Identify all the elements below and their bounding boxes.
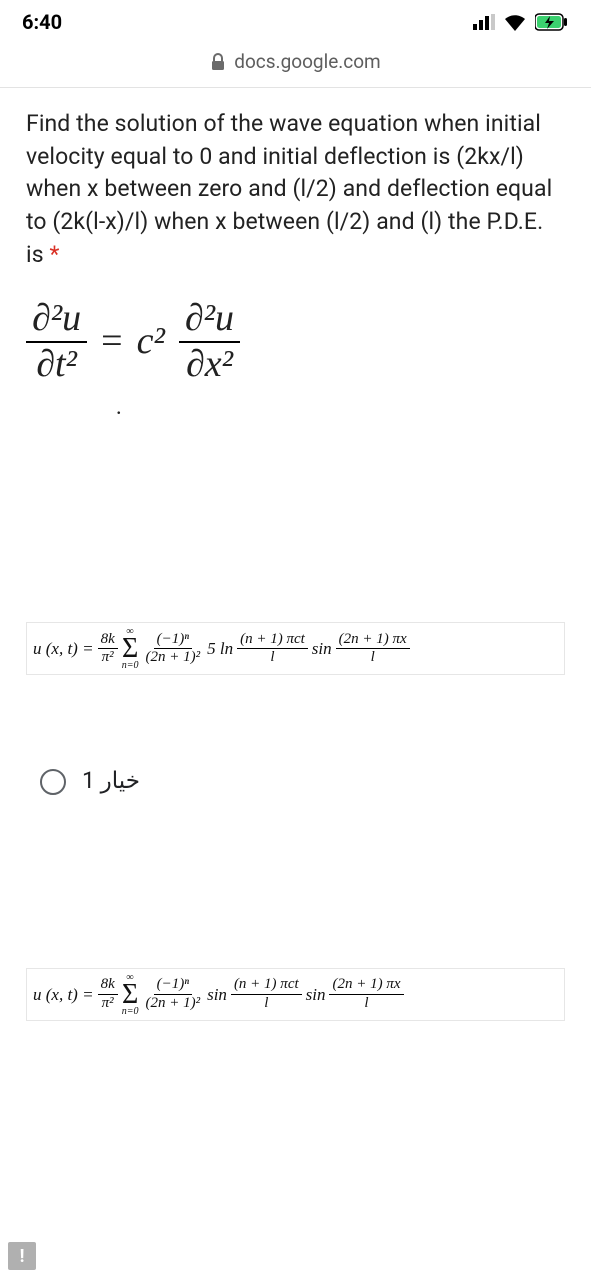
required-asterisk: *	[49, 241, 59, 268]
f1-coef-den: π²	[99, 649, 117, 666]
f2-prefix: u (x, t) =	[33, 983, 94, 1007]
f2-term-num: (−1)ⁿ	[154, 977, 192, 995]
f2-arg2: (2n + 1) πx l	[329, 977, 403, 1012]
eq-rhs-fraction: ∂²u ∂x²	[179, 299, 240, 385]
eq-period: .	[116, 391, 565, 422]
wifi-icon	[503, 13, 527, 31]
f1-coef: 8k π²	[98, 632, 118, 667]
f1-coef-num: 8k	[98, 632, 118, 650]
error-badge[interactable]: !	[8, 1242, 36, 1270]
f1-sigma: ∞ Σ n=0	[122, 627, 139, 670]
f2-term-den: (2n + 1)²	[142, 995, 203, 1012]
f2-coef-den: π²	[99, 995, 117, 1012]
address-bar[interactable]: docs.google.com	[0, 40, 591, 88]
eq-rhs-den: ∂x²	[180, 343, 239, 385]
question-text: Find the solution of the wave equation w…	[26, 108, 565, 271]
f1-arg2-den: l	[368, 649, 378, 666]
f1-mid: 5 ln	[207, 637, 233, 661]
f1-arg1-den: l	[267, 649, 277, 666]
f1-term-num: (−1)ⁿ	[154, 632, 192, 650]
eq-lhs-fraction: ∂²u ∂t²	[26, 299, 87, 385]
status-time: 6:40	[22, 10, 62, 34]
f2-arg1: (n + 1) πct l	[231, 977, 302, 1012]
status-bar: 6:40	[0, 0, 591, 40]
answer-formula-2: u (x, t) = 8k π² ∞ Σ n=0 (−1)ⁿ (2n + 1)²…	[26, 968, 565, 1021]
form-content: Find the solution of the wave equation w…	[0, 88, 591, 1021]
eq-lhs-num: ∂²u	[26, 299, 87, 343]
f2-sigma: ∞ Σ n=0	[122, 973, 139, 1016]
f2-coef: 8k π²	[98, 977, 118, 1012]
f2-arg1-den: l	[261, 995, 271, 1012]
battery-icon	[535, 13, 569, 31]
f1-arg2: (2n + 1) πx l	[336, 632, 410, 667]
answer-formula-1: u (x, t) = 8k π² ∞ Σ n=0 (−1)ⁿ (2n + 1)²…	[26, 622, 565, 675]
question-body: Find the solution of the wave equation w…	[26, 110, 552, 268]
f1-arg1: (n + 1) πct l	[237, 632, 308, 667]
f1-term-den: (2n + 1)²	[142, 649, 203, 666]
f1-prefix: u (x, t) =	[33, 637, 94, 661]
eq-rhs-num: ∂²u	[179, 299, 240, 343]
f2-arg1-num: (n + 1) πct	[231, 977, 302, 995]
f1-arg1-num: (n + 1) πct	[237, 632, 308, 650]
f2-sigma-bot: n=0	[122, 1007, 139, 1016]
f2-term: (−1)ⁿ (2n + 1)²	[142, 977, 203, 1012]
eq-coeff: c²	[137, 315, 165, 369]
f2-mid: sin	[207, 983, 227, 1007]
option-row-1[interactable]: خيار 1	[26, 765, 565, 798]
option-1-label: خيار 1	[82, 765, 140, 798]
f2-sin: sin	[306, 983, 326, 1007]
cellular-icon	[473, 14, 495, 30]
eq-lhs-den: ∂t²	[30, 343, 83, 385]
lock-icon	[210, 53, 226, 71]
wave-equation: ∂²u ∂t² = c² ∂²u ∂x²	[26, 299, 565, 385]
eq-equals: =	[101, 315, 122, 369]
f1-sin: sin	[312, 637, 332, 661]
f1-sigma-bot: n=0	[122, 661, 139, 670]
f1-arg2-num: (2n + 1) πx	[336, 632, 410, 650]
f2-coef-num: 8k	[98, 977, 118, 995]
status-indicators	[473, 13, 569, 31]
f2-arg2-num: (2n + 1) πx	[329, 977, 403, 995]
error-badge-glyph: !	[20, 1246, 25, 1267]
f1-term: (−1)ⁿ (2n + 1)²	[142, 632, 203, 667]
f2-arg2-den: l	[361, 995, 371, 1012]
radio-option-1[interactable]	[40, 769, 66, 795]
address-domain: docs.google.com	[234, 50, 380, 73]
